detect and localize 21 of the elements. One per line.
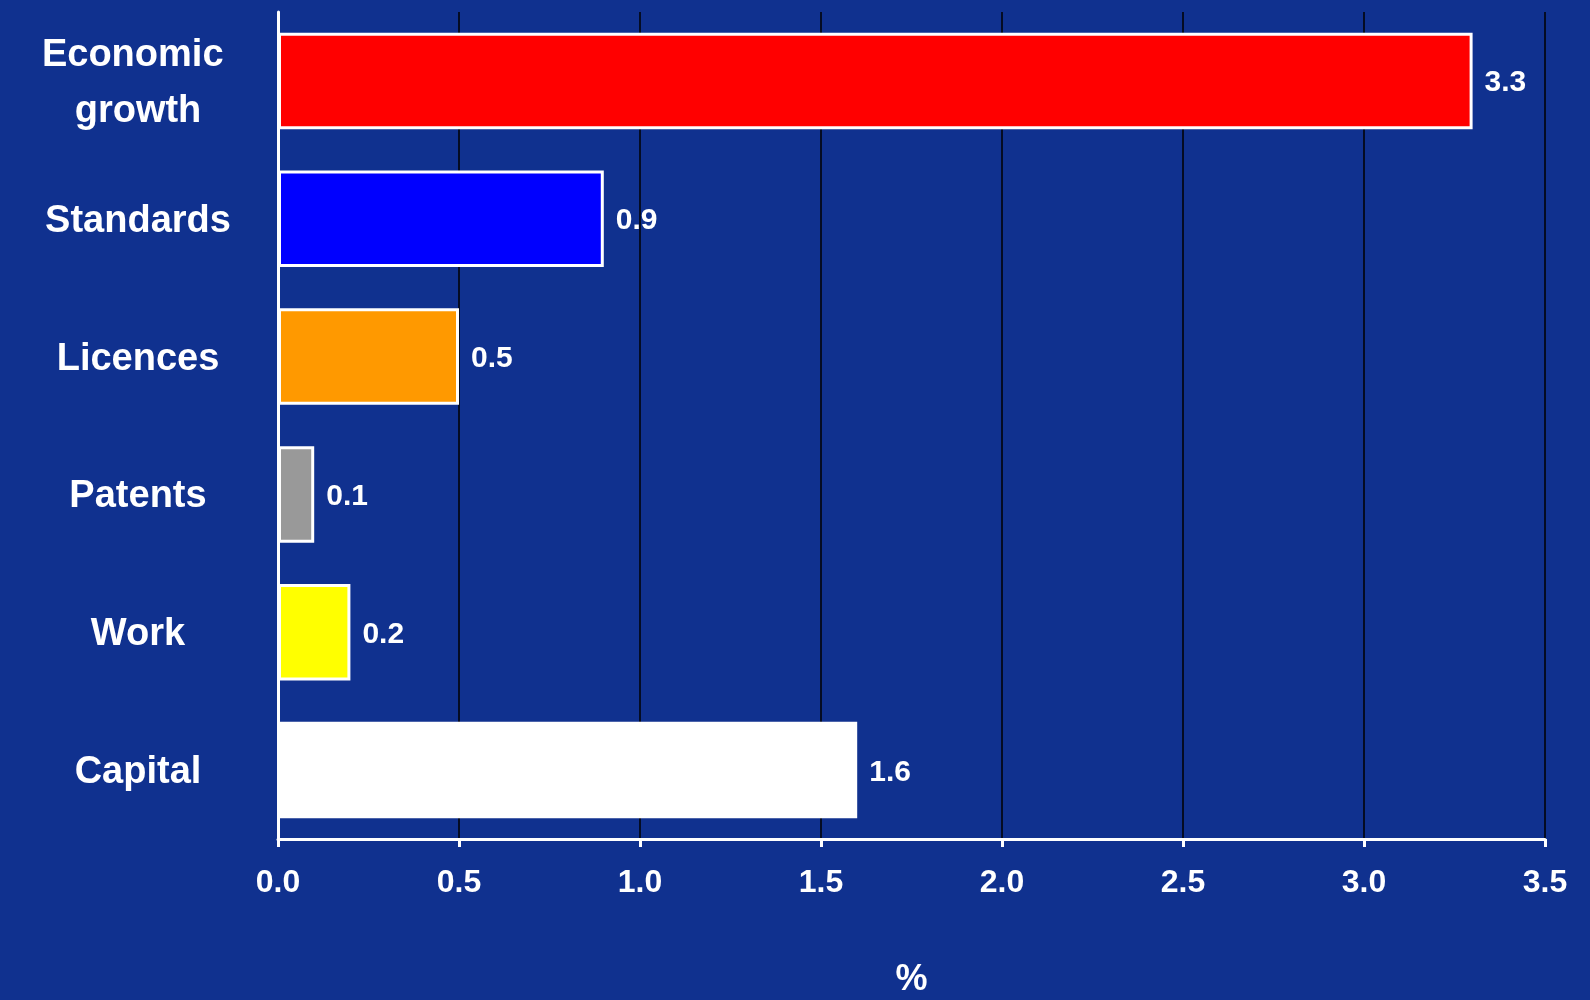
data-label: 0.5 [471, 340, 513, 374]
y-tick-label: Capital [74, 749, 202, 792]
data-label: 0.2 [362, 615, 405, 649]
y-tick-label: Work [90, 611, 187, 654]
x-tick-label: 1.0 [617, 863, 663, 899]
y-tick-label: Patents [69, 473, 207, 516]
x-tick-label: 2.5 [1160, 863, 1206, 899]
x-tick-label: 3.5 [1522, 863, 1568, 899]
x-tick-label: 0.5 [436, 863, 482, 899]
x-axis-title: % [895, 956, 928, 998]
x-tick-label: 3.0 [1341, 863, 1387, 899]
x-tick-label: 2.0 [979, 863, 1025, 899]
y-tick-label: Economic growth [41, 31, 235, 130]
data-label: 0.1 [326, 477, 368, 511]
y-tick-label: Standards [45, 197, 231, 240]
x-tick-label: 1.5 [798, 863, 844, 899]
data-label: 0.9 [615, 202, 658, 236]
data-label: 3.3 [1484, 64, 1527, 98]
y-tick-label: Licences [56, 335, 220, 378]
data-label: 1.6 [869, 753, 911, 787]
x-tick-label: 0.0 [255, 863, 301, 899]
